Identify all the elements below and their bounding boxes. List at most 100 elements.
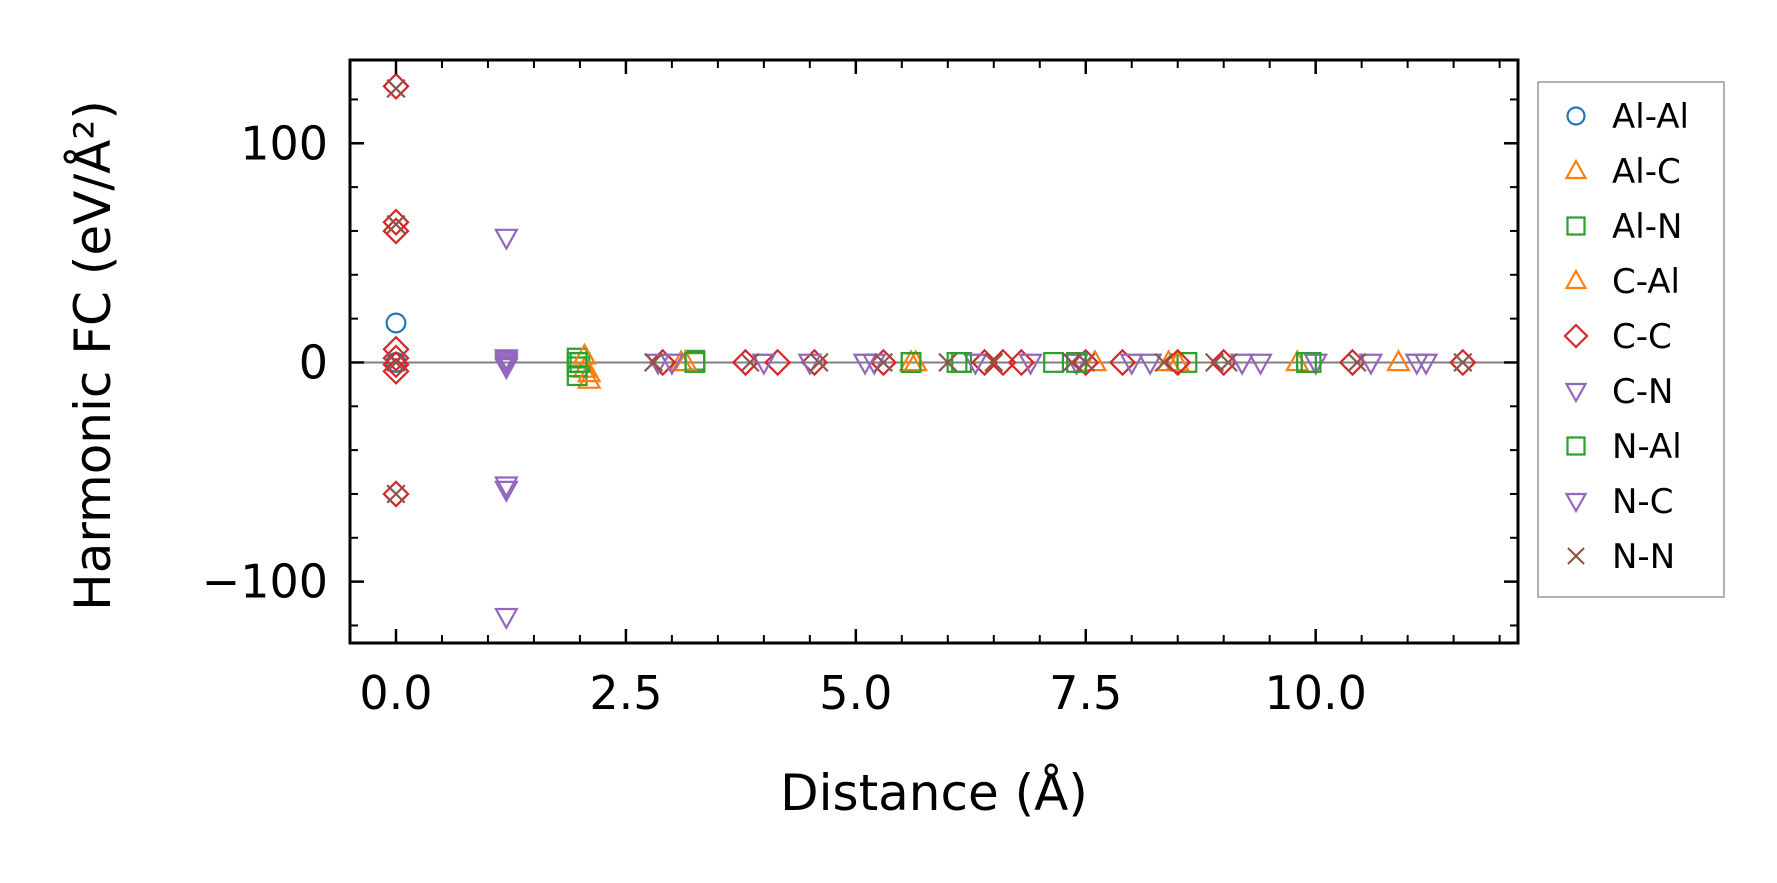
legend-marker	[1564, 492, 1588, 514]
data-point	[1007, 348, 1036, 377]
data-point	[1453, 352, 1473, 373]
data-point	[1165, 349, 1191, 372]
data-point	[1164, 348, 1192, 377]
x-tick-label: 5.0	[819, 666, 892, 720]
legend-marker	[1564, 268, 1588, 290]
legend-label: C-C	[1612, 317, 1672, 357]
data-point	[970, 348, 999, 377]
data-point	[494, 476, 519, 499]
legend-item-al-c: Al-C	[1564, 152, 1681, 192]
data-point	[1137, 353, 1163, 376]
data-point	[649, 348, 677, 377]
data-point	[869, 348, 898, 377]
data-point	[1043, 352, 1065, 373]
data-point	[576, 366, 602, 389]
data-point	[1300, 352, 1322, 373]
legend-label: N-N	[1612, 537, 1675, 577]
legend-item-n-al: N-Al	[1566, 427, 1682, 467]
x-tick-label: 2.5	[589, 666, 662, 720]
data-point	[873, 352, 893, 373]
data-point	[984, 352, 1004, 373]
data-point	[763, 348, 792, 377]
data-point	[382, 357, 410, 385]
series-n-n	[386, 78, 1473, 504]
data-point	[386, 352, 406, 373]
x-tick-label: 10.0	[1264, 666, 1366, 720]
data-point	[386, 214, 406, 234]
data-point	[494, 480, 519, 503]
data-point	[684, 352, 706, 373]
data-point	[1413, 353, 1439, 376]
data-point	[1204, 352, 1225, 373]
data-point	[494, 228, 519, 251]
data-point	[938, 352, 958, 373]
data-point	[809, 352, 829, 373]
data-point	[989, 348, 1017, 377]
legend-marker	[1563, 323, 1589, 349]
legend-label: Al-N	[1612, 207, 1682, 247]
data-point	[494, 351, 519, 374]
data-point	[1108, 348, 1137, 377]
legend-label: N-C	[1612, 482, 1673, 522]
data-point	[1218, 352, 1238, 373]
x-axis-label: Distance (Å)	[780, 764, 1088, 822]
data-point	[1062, 352, 1082, 373]
legend-label: Al-C	[1612, 152, 1681, 192]
data-point	[1248, 353, 1273, 376]
legend-item-c-c: C-C	[1563, 317, 1672, 357]
data-point	[494, 607, 519, 630]
data-point	[386, 78, 406, 99]
data-point	[1347, 352, 1367, 373]
data-point	[566, 352, 588, 373]
data-point	[1076, 352, 1096, 373]
data-point	[382, 350, 410, 379]
legend-item-n-c: N-C	[1564, 482, 1673, 522]
legend-marker	[1564, 382, 1588, 404]
data-point	[494, 355, 519, 378]
x-tick-label: 0.0	[359, 666, 432, 720]
data-point	[1154, 352, 1174, 373]
y-axis-label: Harmonic FC (eV/Å²)	[64, 100, 122, 611]
data-point	[659, 353, 685, 376]
legend-marker	[1566, 436, 1586, 456]
data-point	[382, 480, 410, 508]
data-point	[1449, 348, 1477, 377]
legend: Al-Al Al-C Al-N C-Al C-C C-N N-Al N-C N-N	[1537, 81, 1725, 598]
legend-label: C-N	[1612, 372, 1673, 412]
data-point	[1229, 353, 1255, 376]
x-tick-label: 7.5	[1049, 666, 1122, 720]
legend-item-c-al: C-Al	[1564, 262, 1680, 302]
data-point	[385, 312, 407, 334]
legend-item-al-n: Al-N	[1566, 207, 1682, 247]
data-point	[382, 72, 410, 100]
legend-label: Al-Al	[1612, 97, 1689, 137]
data-point	[566, 365, 588, 387]
data-point	[900, 352, 922, 373]
legend-item-n-n: N-N	[1567, 537, 1675, 577]
data-point	[1176, 352, 1198, 373]
data-point	[1072, 348, 1100, 377]
legend-label: C-Al	[1612, 262, 1680, 302]
data-point	[572, 342, 597, 365]
series-c-c	[382, 72, 1477, 508]
data-point	[1018, 353, 1043, 376]
data-point	[751, 353, 777, 376]
y-tick-label: −100	[202, 555, 328, 609]
data-point	[963, 353, 988, 376]
data-point	[740, 352, 760, 373]
data-point	[382, 217, 410, 245]
legend-marker	[1566, 216, 1586, 236]
data-point	[1358, 353, 1384, 376]
series-c-n	[494, 228, 1430, 630]
legend-marker	[1567, 547, 1585, 565]
data-point	[382, 208, 410, 236]
y-tick-label: 0	[299, 335, 328, 389]
plot-frame	[348, 58, 1520, 645]
data-point	[1119, 353, 1145, 376]
legend-item-al-al: Al-Al	[1566, 97, 1689, 137]
legend-label: N-Al	[1612, 427, 1682, 467]
plot-area: 0.0 2.5 5.0 7.5 10.0 −100 0 100	[202, 58, 1520, 720]
data-point	[386, 484, 406, 504]
legend-marker	[1564, 158, 1588, 180]
